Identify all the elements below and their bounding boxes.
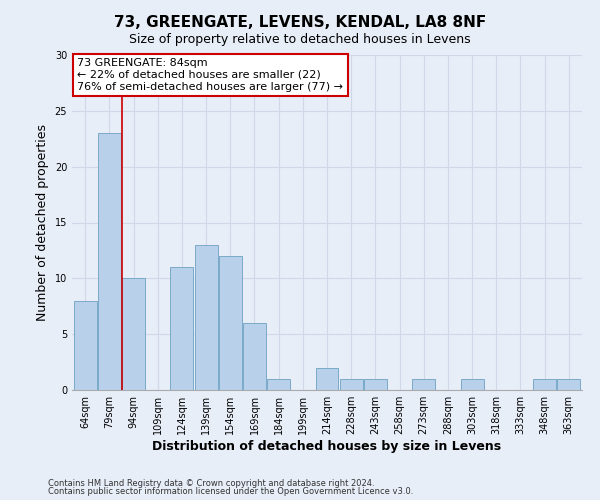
Text: 73 GREENGATE: 84sqm
← 22% of detached houses are smaller (22)
76% of semi-detach: 73 GREENGATE: 84sqm ← 22% of detached ho… <box>77 58 343 92</box>
X-axis label: Distribution of detached houses by size in Levens: Distribution of detached houses by size … <box>152 440 502 453</box>
Bar <box>170 267 193 390</box>
Bar <box>74 300 97 390</box>
Bar <box>340 379 362 390</box>
Text: 73, GREENGATE, LEVENS, KENDAL, LA8 8NF: 73, GREENGATE, LEVENS, KENDAL, LA8 8NF <box>114 15 486 30</box>
Bar <box>243 323 266 390</box>
Bar <box>122 278 145 390</box>
Bar <box>194 245 218 390</box>
Bar <box>412 379 435 390</box>
Bar <box>461 379 484 390</box>
Y-axis label: Number of detached properties: Number of detached properties <box>36 124 49 321</box>
Bar <box>267 379 290 390</box>
Bar <box>98 133 121 390</box>
Bar <box>364 379 387 390</box>
Bar <box>533 379 556 390</box>
Bar <box>316 368 338 390</box>
Bar <box>557 379 580 390</box>
Text: Contains HM Land Registry data © Crown copyright and database right 2024.: Contains HM Land Registry data © Crown c… <box>48 478 374 488</box>
Text: Size of property relative to detached houses in Levens: Size of property relative to detached ho… <box>129 32 471 46</box>
Bar <box>219 256 242 390</box>
Text: Contains public sector information licensed under the Open Government Licence v3: Contains public sector information licen… <box>48 487 413 496</box>
